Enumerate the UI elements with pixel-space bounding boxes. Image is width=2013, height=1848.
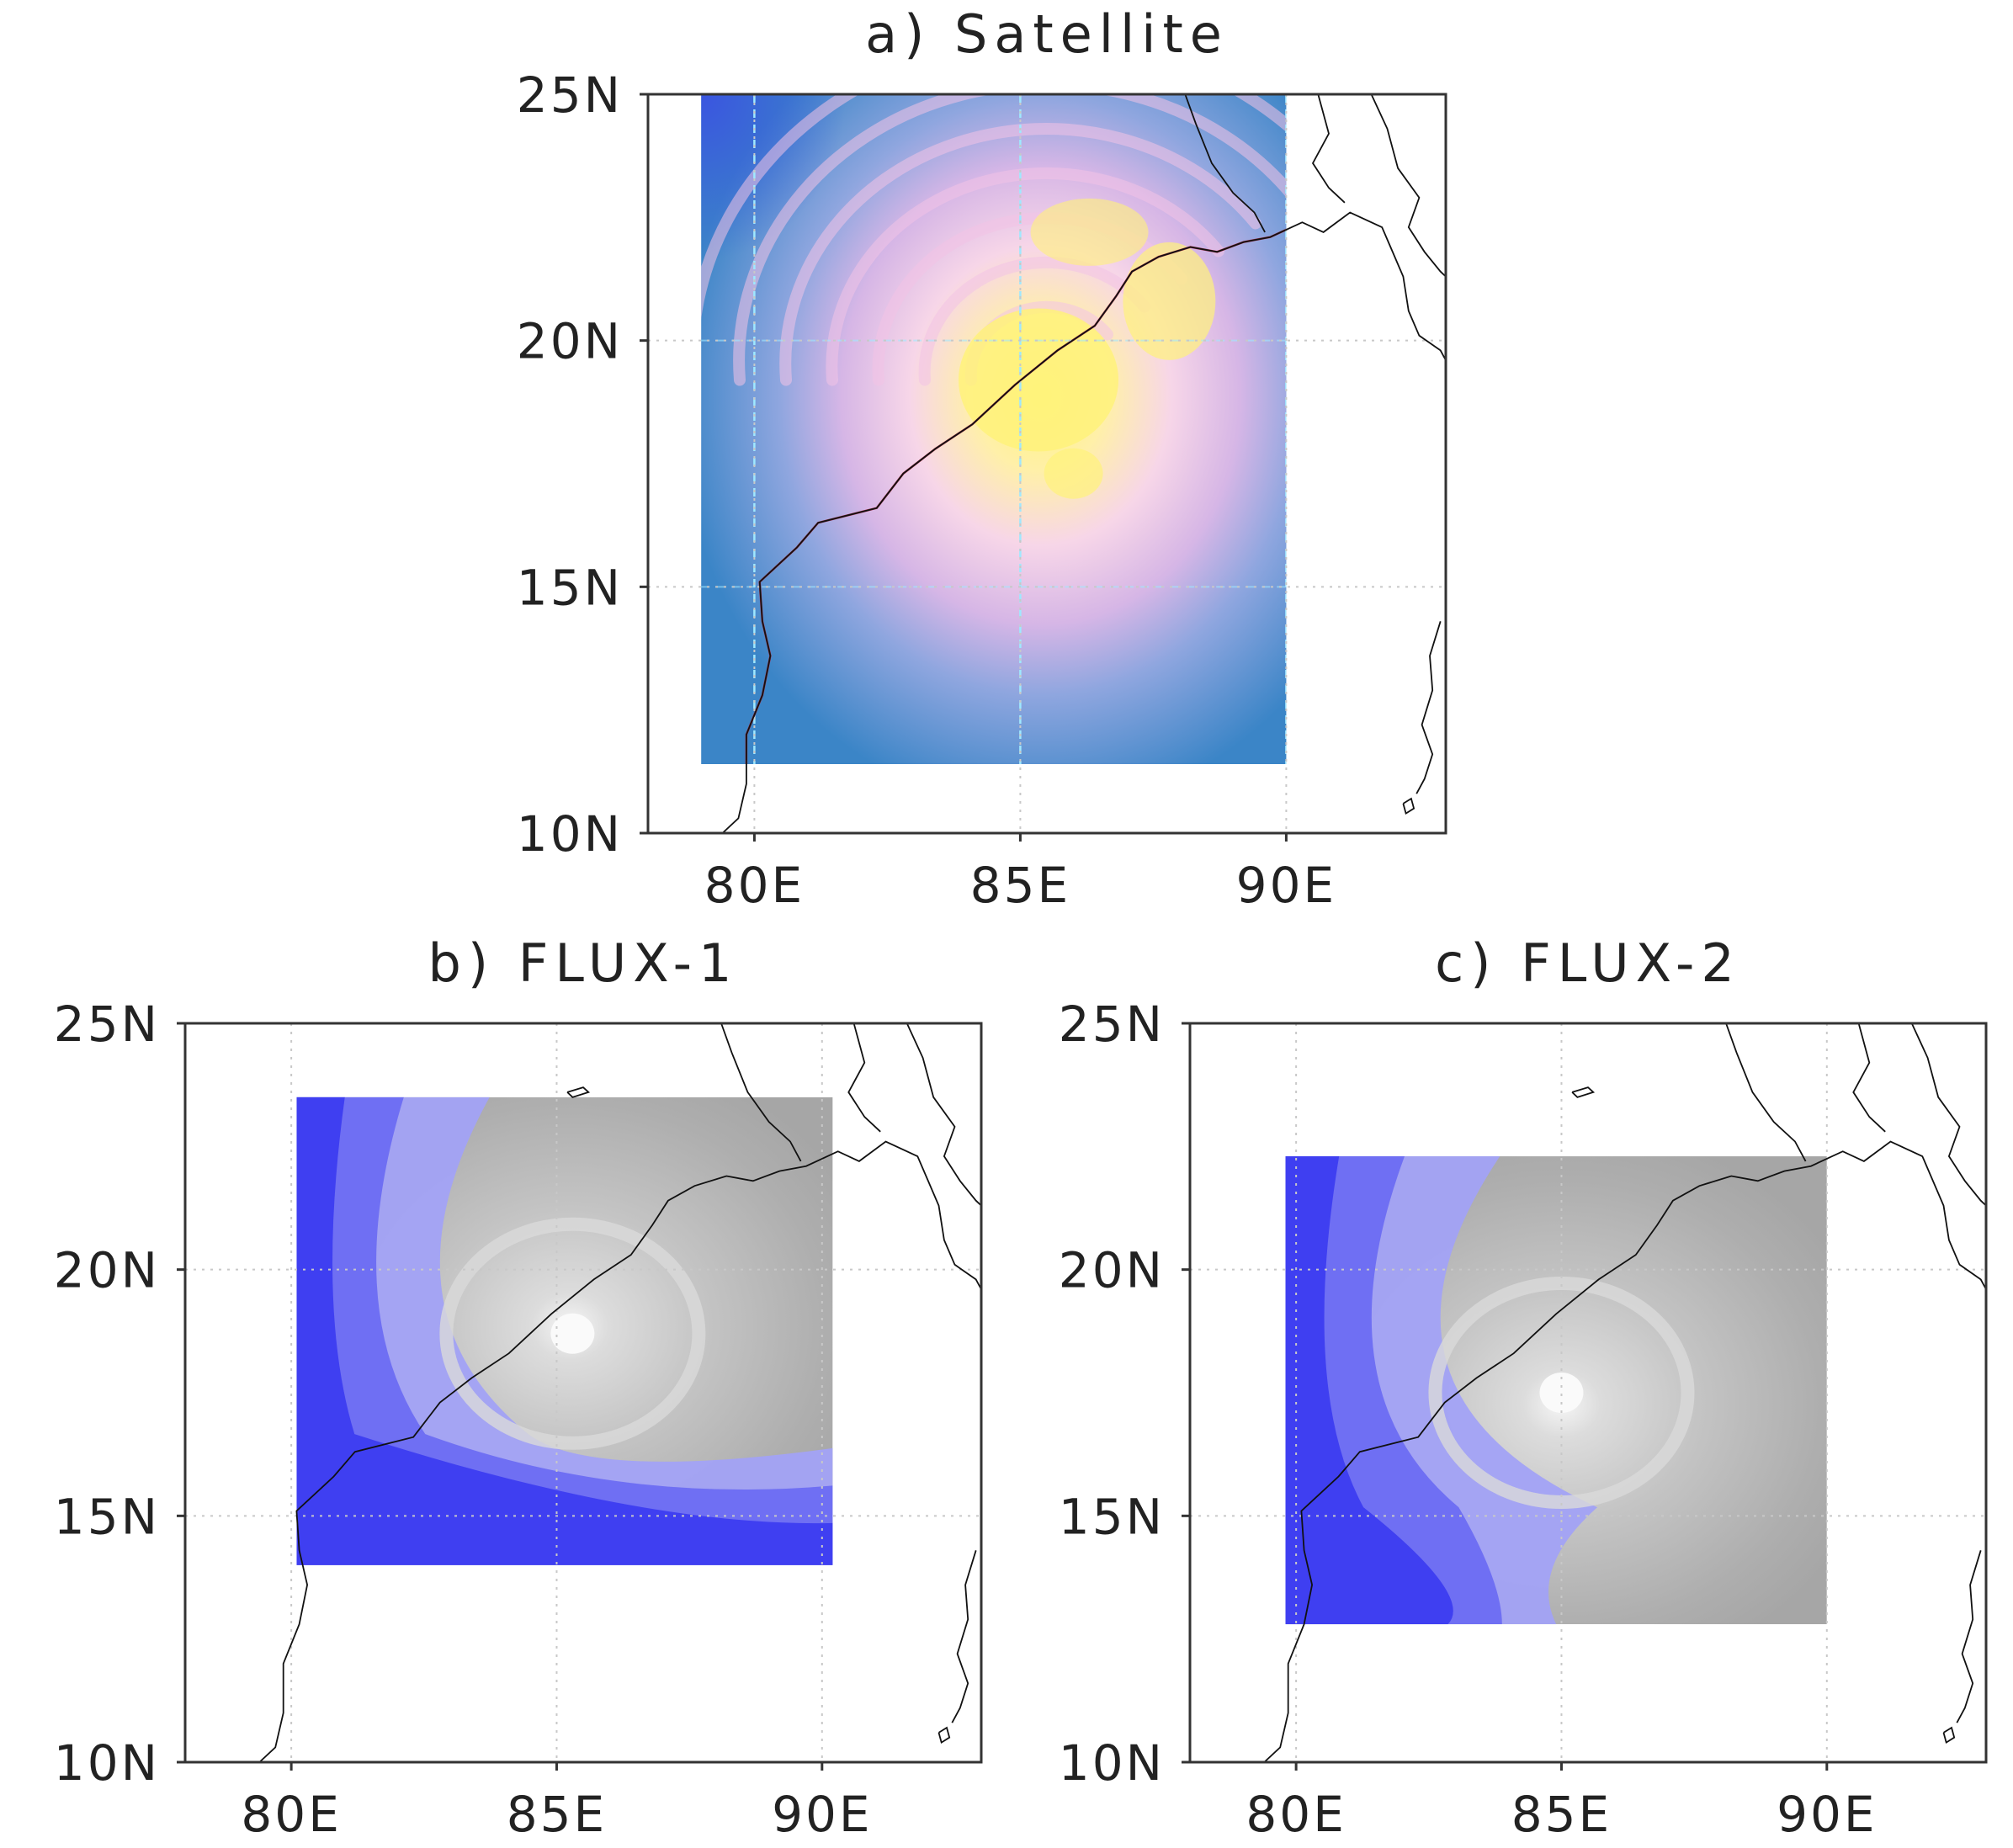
clear-sky-band xyxy=(296,1097,833,1565)
delta-coastline xyxy=(1852,1023,1886,1133)
cyclone-eye xyxy=(550,1313,595,1354)
island xyxy=(1402,797,1415,815)
coastline-layer xyxy=(721,94,1446,833)
andaman-islands xyxy=(1415,621,1442,794)
y-tick-label: 10N xyxy=(517,805,623,863)
y-tick-label: 25N xyxy=(1059,996,1165,1053)
eyewall-band xyxy=(439,1217,706,1450)
map-frame xyxy=(646,93,1447,835)
cyclone-core xyxy=(959,308,1118,452)
y-tick-label: 15N xyxy=(1059,1488,1165,1545)
panel-c: c) FLUX-2 80E 85E 90E 25N 20N 15N 10N xyxy=(1059,932,1988,1843)
coastline-layer xyxy=(1263,1023,1986,1762)
coastline xyxy=(1370,94,1446,278)
coastline xyxy=(258,1140,981,1762)
model-field xyxy=(1285,1156,1827,1625)
y-tick-label: 15N xyxy=(517,559,623,616)
x-tick-label: 80E xyxy=(704,857,805,914)
y-tick-label: 15N xyxy=(54,1488,160,1545)
convective-cell xyxy=(1044,448,1103,499)
panel-title: b) FLUX-1 xyxy=(428,932,739,994)
y-tick-label: 20N xyxy=(1059,1242,1165,1299)
x-tick-label: 90E xyxy=(1777,1786,1877,1843)
clear-sky-band xyxy=(296,1097,833,1565)
lake xyxy=(1571,1086,1596,1098)
y-tick-label: 10N xyxy=(54,1734,160,1792)
y-tick-label: 20N xyxy=(54,1242,160,1299)
island xyxy=(937,1726,951,1744)
convective-cell xyxy=(1030,198,1149,266)
map-frame xyxy=(183,1022,983,1764)
lake xyxy=(566,1086,591,1098)
cloud-band xyxy=(779,122,1261,386)
coastline-layer xyxy=(258,1023,981,1762)
panel-title: a) Satellite xyxy=(865,3,1229,65)
x-tick-label: 80E xyxy=(1246,1786,1346,1843)
x-tick-label: 90E xyxy=(772,1786,872,1843)
coastline xyxy=(1910,1023,1986,1207)
x-tick-label: 85E xyxy=(970,857,1070,914)
delta-coastline xyxy=(720,1023,802,1162)
coastline xyxy=(906,1023,981,1207)
delta-coastline xyxy=(1725,1023,1807,1162)
panel-title: c) FLUX-2 xyxy=(1435,932,1741,994)
cloud-band xyxy=(826,167,1224,386)
x-tick-label: 90E xyxy=(1236,857,1336,914)
clear-sky-band xyxy=(1285,1156,1453,1625)
map-frame xyxy=(1188,1022,1988,1764)
x-tick-label: 80E xyxy=(241,1786,341,1843)
delta-coastline xyxy=(1184,94,1266,233)
delta-coastline xyxy=(1311,94,1346,204)
y-tick-label: 25N xyxy=(54,996,160,1053)
x-tick-label: 85E xyxy=(1511,1786,1612,1843)
coastline xyxy=(721,211,1446,833)
delta-coastline xyxy=(847,1023,881,1133)
panel-b: b) FLUX-1 80E 85E 90E 25N 20N 15N 10N xyxy=(54,932,983,1843)
cloud-band xyxy=(918,256,1150,386)
cyclone-eye xyxy=(1539,1373,1584,1413)
andaman-islands xyxy=(951,1550,977,1723)
panel-a: a) Satellite 80E 85E 90E 25N 20N 15N 10N xyxy=(517,3,1447,914)
andaman-islands xyxy=(1956,1550,1982,1723)
y-tick-label: 10N xyxy=(1059,1734,1165,1792)
convective-cell xyxy=(1123,242,1216,360)
y-tick-label: 25N xyxy=(517,66,623,124)
cloud-band xyxy=(701,94,1287,320)
cloud-band xyxy=(733,94,1287,386)
model-field xyxy=(296,1097,833,1565)
coastline xyxy=(1263,1140,1986,1762)
satellite-field xyxy=(701,94,1287,765)
eyewall-band xyxy=(1428,1277,1695,1509)
y-tick-label: 20N xyxy=(517,313,623,370)
x-tick-label: 85E xyxy=(507,1786,607,1843)
island xyxy=(1942,1726,1956,1744)
